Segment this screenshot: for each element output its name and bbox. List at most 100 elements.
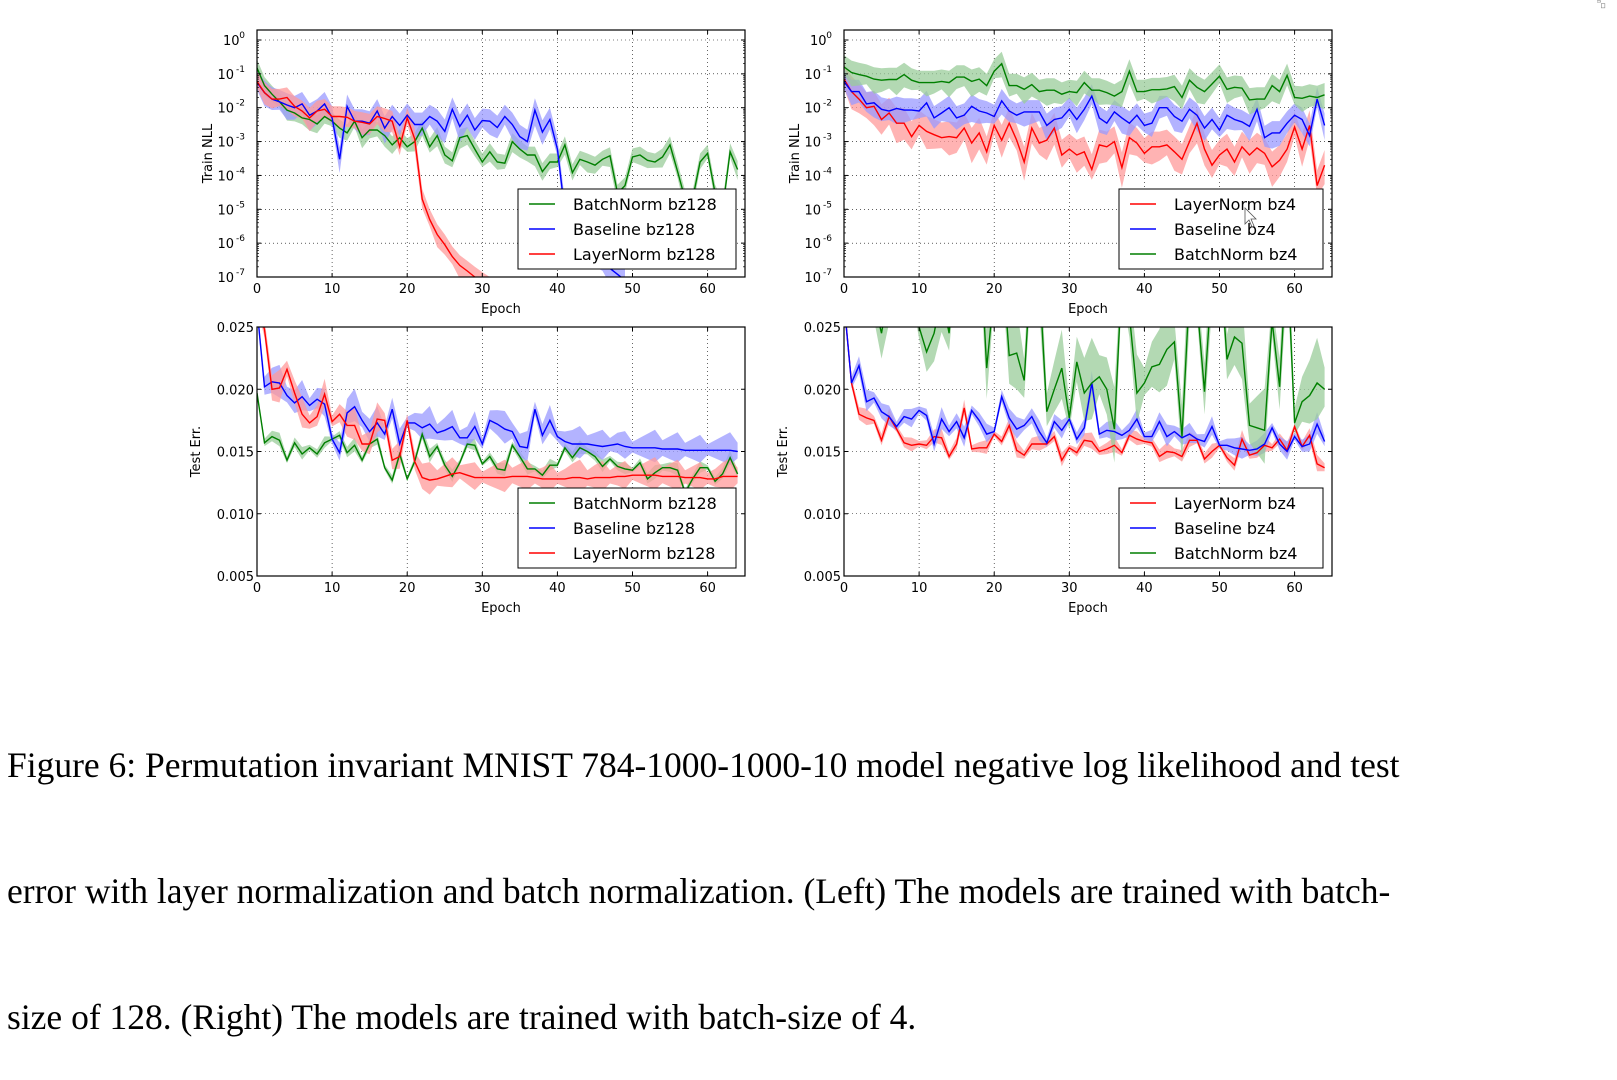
y-tick-label: 10 <box>217 136 234 151</box>
x-tick-label: 20 <box>986 282 1003 297</box>
y-axis-label: Test Err. <box>776 426 791 478</box>
legend-label: BatchNorm bz4 <box>1174 245 1297 264</box>
y-tick-label: 0.020 <box>804 383 841 398</box>
legend-label: BatchNorm bz128 <box>573 494 717 513</box>
series-line-layernorm-bz128 <box>257 81 477 277</box>
y-tick-label: 0.025 <box>804 321 841 336</box>
x-axis-label: Epoch <box>481 601 521 616</box>
series-line-layernorm-bz4 <box>845 327 1325 469</box>
figure-caption: Figure 6: Permutation invariant MNIST 78… <box>7 660 1607 1080</box>
y-tick-exponent: -6 <box>236 234 245 244</box>
x-tick-label: 50 <box>1211 581 1228 596</box>
y-tick-label: 0.015 <box>217 446 254 461</box>
y-tick-label: 10 <box>217 237 234 252</box>
y-axis-label: Train NLL <box>201 123 216 184</box>
x-tick-label: 20 <box>986 581 1003 596</box>
y-tick-exponent: -1 <box>236 65 245 75</box>
x-tick-label: 60 <box>1286 581 1303 596</box>
y-tick-exponent: -7 <box>236 268 245 278</box>
x-tick-label: 40 <box>1136 581 1153 596</box>
chart-bottom-left: 0 10 20 30 40 50 60 0.025 0.020 0.015 0.010 0.005 Ep… <box>189 321 746 616</box>
y-tick-label: 10 <box>223 34 240 49</box>
x-tick-label: 50 <box>1211 282 1228 297</box>
x-tick-label: 40 <box>549 581 566 596</box>
y-tick-label: 0.010 <box>804 508 841 523</box>
y-tick-exponent: -2 <box>236 99 245 109</box>
legend-label: BatchNorm bz4 <box>1174 544 1297 563</box>
y-tick-label: 0.010 <box>217 508 254 523</box>
y-tick-label: 10 <box>804 68 821 83</box>
axes-frame <box>843 29 1333 278</box>
y-tick-exponent: 0 <box>239 31 245 41</box>
x-tick-label: 60 <box>1286 282 1303 297</box>
series-line-batchnorm-bz128 <box>257 392 739 495</box>
y-tick-label: 10 <box>217 271 234 286</box>
axes-frame <box>256 29 746 278</box>
legend-label: Baseline bz4 <box>1174 519 1276 538</box>
confidence-band <box>257 70 625 277</box>
x-tick-label: 0 <box>253 282 261 297</box>
y-tick-label: 0.020 <box>217 383 254 398</box>
x-tick-label: 0 <box>840 581 848 596</box>
series-line-batchnorm-bz128 <box>257 67 739 212</box>
gridlines <box>257 30 745 277</box>
series-line-baseline-bz4 <box>844 80 1326 139</box>
y-tick-label: 10 <box>804 169 821 184</box>
series-line-baseline-bz128 <box>258 327 738 455</box>
y-tick-exponent: -4 <box>823 166 832 176</box>
x-tick-label: 10 <box>324 282 341 297</box>
y-tick-label: 0.015 <box>804 446 841 461</box>
y-tick-exponent: -6 <box>823 234 832 244</box>
caption-line: size of 128. (Right) The models are trai… <box>7 997 917 1037</box>
caption-line: error with layer normalization and batch… <box>7 871 1391 911</box>
x-tick-label: 60 <box>699 581 716 596</box>
x-tick-label: 10 <box>911 581 928 596</box>
x-tick-label: 30 <box>474 282 491 297</box>
series-line-batchnorm-bz4 <box>844 62 1325 101</box>
confidence-band <box>844 63 1325 197</box>
y-tick-exponent: -3 <box>823 133 832 143</box>
series-line-layernorm-bz4 <box>844 78 1326 186</box>
plot-area <box>845 327 1326 472</box>
y-tick-label: 10 <box>217 102 234 117</box>
legend-label: Baseline bz4 <box>1174 220 1276 239</box>
x-tick-label: 40 <box>1136 282 1153 297</box>
y-tick-exponent: -7 <box>823 268 832 278</box>
legend-label: Baseline bz128 <box>573 519 695 538</box>
y-tick-exponent: -1 <box>823 65 832 75</box>
y-tick-label: 10 <box>217 169 234 184</box>
x-tick-label: 0 <box>253 581 261 596</box>
legend-label: LayerNorm bz4 <box>1174 494 1296 513</box>
legend: BatchNorm bz128 Baseline bz128 LayerNorm b… <box>517 188 737 270</box>
x-tick-label: 30 <box>474 581 491 596</box>
y-axis-label: Train NLL <box>788 123 803 184</box>
x-tick-label: 30 <box>1061 581 1078 596</box>
x-tick-label: 60 <box>699 282 716 297</box>
x-tick-label: 50 <box>624 581 641 596</box>
legend-label: BatchNorm bz128 <box>573 195 717 214</box>
legend-label: LayerNorm bz4 <box>1174 195 1296 214</box>
y-tick-label: 10 <box>804 102 821 117</box>
plot-area <box>844 51 1326 197</box>
y-tick-label: 10 <box>804 237 821 252</box>
y-tick-exponent: -5 <box>823 200 832 210</box>
series-line-layernorm-bz128 <box>263 327 738 481</box>
x-tick-label: 30 <box>1061 282 1078 297</box>
x-tick-label: 10 <box>911 282 928 297</box>
plot-area <box>257 327 739 495</box>
y-tick-label: 0.005 <box>217 570 254 585</box>
legend-label: Baseline bz128 <box>573 220 695 239</box>
y-tick-exponent: -3 <box>236 133 245 143</box>
x-tick-label: 20 <box>399 282 416 297</box>
y-tick-label: 10 <box>804 203 821 218</box>
x-tick-label: 10 <box>324 581 341 596</box>
y-tick-label: 0.025 <box>217 321 254 336</box>
x-tick-label: 20 <box>399 581 416 596</box>
mouse-cursor-icon <box>1244 207 1257 228</box>
x-axis-label: Epoch <box>1068 302 1108 317</box>
chart-bottom-right: 0 10 20 30 40 50 60 0.025 0.020 0.015 0.010 0.005 Ep… <box>776 321 1333 616</box>
legend-label: LayerNorm bz128 <box>573 245 715 264</box>
